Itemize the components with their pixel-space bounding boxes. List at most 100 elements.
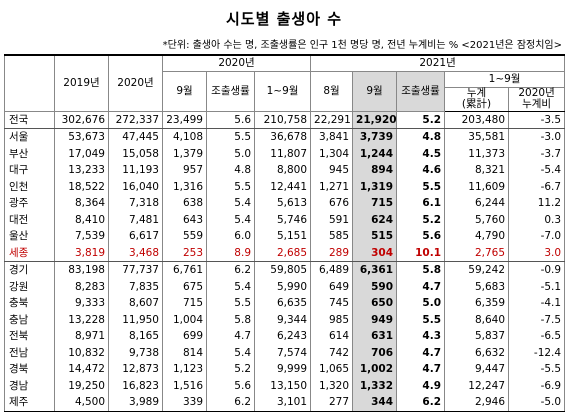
value-cell: 1,065 bbox=[310, 361, 354, 378]
value-cell: 945 bbox=[310, 162, 354, 179]
value-cell: 14,472 bbox=[54, 361, 109, 378]
value-cell: 4.7 bbox=[396, 361, 446, 378]
value-cell: 2,946 bbox=[444, 394, 510, 412]
value-cell: 715 bbox=[352, 195, 398, 212]
value-cell: 18,522 bbox=[54, 178, 109, 195]
value-cell: 745 bbox=[310, 295, 354, 312]
value-cell: 17,049 bbox=[54, 145, 109, 162]
value-cell: 814 bbox=[162, 344, 207, 361]
region-cell: 서울 bbox=[4, 128, 55, 146]
value-cell: 4.5 bbox=[396, 145, 446, 162]
value-cell: 4.8 bbox=[206, 162, 255, 179]
value-cell: 8,321 bbox=[444, 162, 510, 179]
value-cell: 203,480 bbox=[444, 111, 510, 129]
value-cell: 9,333 bbox=[54, 295, 109, 312]
value-cell: 5,746 bbox=[253, 211, 312, 228]
value-cell: 4,108 bbox=[162, 128, 207, 146]
value-cell: -0.9 bbox=[508, 261, 566, 279]
header-cell: 조출생률 bbox=[396, 70, 446, 112]
value-cell: 894 bbox=[352, 162, 398, 179]
value-cell: 302,676 bbox=[54, 111, 109, 129]
value-cell: 13,228 bbox=[54, 311, 109, 328]
value-cell: 5.2 bbox=[396, 211, 446, 228]
value-cell: -3.0 bbox=[508, 128, 566, 146]
value-cell: 4.9 bbox=[396, 377, 446, 394]
table-row: 충북 9,333 8,607 715 5.5 6,635 745 650 5.0 6,359 -4.… bbox=[4, 295, 566, 312]
value-cell: 8,800 bbox=[253, 162, 312, 179]
value-cell: -12.4 bbox=[508, 344, 566, 361]
table-row: 광주 8,364 7,318 638 5.4 5,613 676 715 6.1 6,244 11.… bbox=[4, 195, 566, 212]
value-cell: 5.4 bbox=[206, 344, 255, 361]
region-cell: 충남 bbox=[4, 311, 55, 328]
value-cell: 1,123 bbox=[162, 361, 207, 378]
value-cell: 5.5 bbox=[396, 178, 446, 195]
header-cell: 2020년 bbox=[108, 54, 163, 112]
header-line: 누계 bbox=[466, 87, 487, 99]
value-cell: 5.5 bbox=[396, 311, 446, 328]
value-cell: -3.5 bbox=[508, 111, 566, 129]
value-cell: 1,332 bbox=[352, 377, 398, 394]
value-cell: 4.6 bbox=[396, 162, 446, 179]
header-cell: 2020년 누계비 bbox=[508, 86, 566, 112]
value-cell: 1,516 bbox=[162, 377, 207, 394]
value-cell: -5.0 bbox=[508, 394, 566, 412]
value-cell: -4.1 bbox=[508, 295, 566, 312]
region-cell: 세종 bbox=[4, 244, 55, 262]
value-cell: 304 bbox=[352, 244, 398, 262]
value-cell: -5.4 bbox=[508, 162, 566, 179]
value-cell: 5,613 bbox=[253, 195, 312, 212]
value-cell: 1,304 bbox=[310, 145, 354, 162]
value-cell: 21,920 bbox=[352, 111, 398, 129]
header-cell: 2020년 bbox=[161, 54, 312, 72]
value-cell: 53,673 bbox=[54, 128, 109, 146]
value-cell: 6.2 bbox=[206, 394, 255, 412]
value-cell: 6,617 bbox=[108, 228, 163, 245]
value-cell: 210,758 bbox=[253, 111, 312, 129]
region-cell: 강원 bbox=[4, 278, 55, 295]
table-row: 경남 19,250 16,823 1,516 5.6 13,150 1,320 1,332 4.… bbox=[4, 377, 566, 394]
value-cell: 591 bbox=[310, 211, 354, 228]
value-cell: 5.8 bbox=[396, 261, 446, 279]
value-cell: 6,361 bbox=[352, 261, 398, 279]
region-cell: 울산 bbox=[4, 228, 55, 245]
value-cell: 9,344 bbox=[253, 311, 312, 328]
value-cell: 12,247 bbox=[444, 377, 510, 394]
value-cell: 6.1 bbox=[396, 195, 446, 212]
table-row: 세종 3,819 3,468 253 8.9 2,685 289 304 10.1 2,765 3.… bbox=[4, 244, 566, 262]
value-cell: 5.6 bbox=[206, 111, 255, 129]
value-cell: 5.4 bbox=[206, 278, 255, 295]
value-cell: 7,539 bbox=[54, 228, 109, 245]
value-cell: 7,318 bbox=[108, 195, 163, 212]
header-cell: 2021년 bbox=[310, 54, 566, 72]
value-cell: 8,640 bbox=[444, 311, 510, 328]
value-cell: 949 bbox=[352, 311, 398, 328]
region-cell: 충북 bbox=[4, 295, 55, 312]
value-cell: 6,761 bbox=[162, 261, 207, 279]
table-row: 서울 53,673 47,445 4,108 5.5 36,678 3,841 3,739 4.… bbox=[4, 128, 566, 146]
region-cell: 경기 bbox=[4, 261, 55, 279]
value-cell: 1,244 bbox=[352, 145, 398, 162]
value-cell: 10.1 bbox=[396, 244, 446, 262]
value-cell: 3,819 bbox=[54, 244, 109, 262]
value-cell: 0.3 bbox=[508, 211, 566, 228]
region-cell: 전남 bbox=[4, 344, 55, 361]
value-cell: 6.2 bbox=[206, 261, 255, 279]
value-cell: 5.2 bbox=[396, 111, 446, 129]
value-cell: 5.5 bbox=[206, 128, 255, 146]
value-cell: 4.7 bbox=[396, 344, 446, 361]
value-cell: 7,481 bbox=[108, 211, 163, 228]
table-row: 제주 4,500 3,989 339 6.2 3,101 277 344 6.2 2,946 -5.… bbox=[4, 394, 566, 412]
table-row: 전남 10,832 9,738 814 5.4 7,574 742 706 4.7 6,632 -1… bbox=[4, 344, 566, 361]
header-line: (累計) bbox=[461, 98, 492, 110]
header-cell: 1~9월 bbox=[444, 70, 566, 88]
value-cell: 706 bbox=[352, 344, 398, 361]
header-cell: 2019년 bbox=[54, 54, 109, 112]
value-cell: 5,151 bbox=[253, 228, 312, 245]
value-cell: 5.4 bbox=[206, 195, 255, 212]
value-cell: 8,607 bbox=[108, 295, 163, 312]
value-cell: -6.9 bbox=[508, 377, 566, 394]
value-cell: 5.5 bbox=[206, 178, 255, 195]
header-cell: 9월 bbox=[352, 70, 398, 112]
value-cell: 59,242 bbox=[444, 261, 510, 279]
